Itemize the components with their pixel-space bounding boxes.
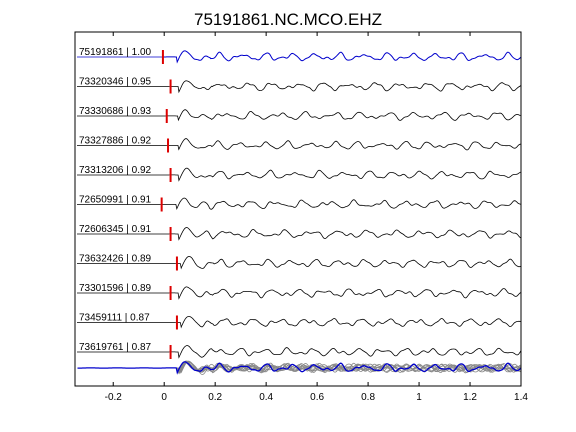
trace-label: 75191861 | 1.00 (79, 47, 152, 58)
trace-label: 73459111 | 0.87 (79, 313, 150, 324)
trace-label: 73327886 | 0.92 (79, 136, 152, 147)
labels-layer: 75191861 | 1.00 73320346 | 0.95 73330686 |… (79, 47, 152, 353)
stack-layer (77, 360, 522, 375)
traces-layer (77, 50, 522, 359)
trace-waveform (169, 286, 522, 300)
trace-label: 73313206 | 0.92 (79, 165, 152, 176)
trace-waveform (160, 197, 522, 210)
x-tick-label: -0.2 (105, 392, 123, 403)
trace-label: 73301596 | 0.89 (79, 283, 152, 294)
trace-label: 73632426 | 0.89 (79, 254, 152, 265)
trace-waveform (169, 227, 522, 241)
stack-reference-trace (77, 361, 522, 375)
trace-waveform (161, 50, 522, 64)
trace-waveform (169, 167, 522, 182)
x-tick-label: 0.8 (361, 392, 375, 403)
trace-waveform (166, 138, 522, 151)
trace-label: 72606345 | 0.91 (79, 224, 152, 235)
trace-label: 73619761 | 0.87 (79, 342, 152, 353)
trace-waveform (175, 316, 522, 329)
x-tick-label: 0.6 (310, 392, 324, 403)
x-tick-label: 1.2 (463, 392, 477, 403)
x-tick-label: 0.4 (259, 392, 273, 403)
x-tick-label: 0.2 (208, 392, 222, 403)
trace-label: 72650991 | 0.91 (79, 195, 152, 206)
trace-label: 73320346 | 0.95 (79, 77, 152, 88)
markers-layer (160, 50, 178, 359)
x-axis: -0.2 0 0.2 0.4 0.6 0.8 1 1.2 1.4 (105, 32, 528, 403)
trace-waveform (175, 256, 522, 270)
trace-waveform (169, 345, 522, 359)
x-tick-label: 1.4 (514, 392, 528, 403)
chart-title: 75191861.NC.MCO.EHZ (194, 10, 382, 29)
trace-waveform (169, 80, 522, 94)
x-tick-label: 0 (161, 392, 167, 403)
trace-waveform (165, 109, 522, 122)
trace-label: 73330686 | 0.93 (79, 106, 152, 117)
x-tick-label: 1 (416, 392, 422, 403)
plot-frame (74, 31, 522, 387)
